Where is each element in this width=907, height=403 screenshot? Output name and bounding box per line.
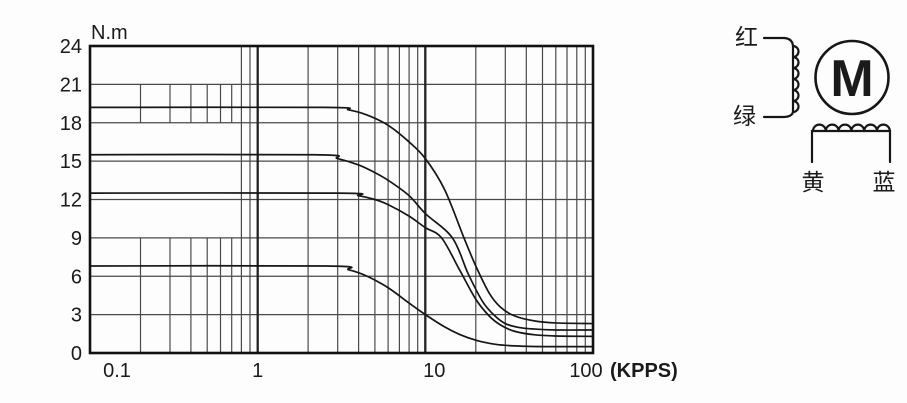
y-tick-label: 21	[60, 74, 82, 96]
winding-b-coil-symbol	[811, 123, 891, 133]
torque-curve-6.8nm	[89, 264, 594, 348]
winding-a-bottom-wire-label: 绿	[733, 103, 756, 129]
y-tick-label: 6	[71, 266, 82, 288]
x-tick-label: 10	[423, 360, 445, 382]
x-axis-unit-label: (KPPS)	[610, 360, 678, 382]
x-tick-label: 0.1	[103, 360, 131, 382]
torque-curve-12.5nm	[89, 192, 594, 338]
x-tick-label: 100	[569, 360, 602, 382]
y-tick-label: 9	[71, 228, 82, 250]
y-tick-label: 18	[60, 113, 82, 135]
winding-a-leads	[762, 36, 795, 119]
torque-curves	[89, 106, 594, 348]
y-tick-label: 15	[60, 151, 82, 173]
y-tick-label: 24	[60, 36, 82, 58]
chart-grid	[88, 44, 595, 355]
motor-symbol-letter: M	[830, 50, 873, 108]
y-tick-label: 0	[71, 343, 82, 365]
torque-curve-19.2nm	[89, 106, 594, 325]
winding-b-right-wire-label: 蓝	[873, 169, 896, 195]
winding-b-left-wire-label: 黄	[802, 169, 825, 195]
y-tick-label: 12	[60, 190, 82, 212]
winding-a-coil-symbol	[791, 44, 800, 114]
axis-labels: 0 3 6 9 12 15 18 21 24 0.1 1 10 100 N.m (KPPS)	[60, 22, 678, 382]
motor-circle-symbol	[814, 39, 890, 116]
winding-a-top-wire-label: 红	[735, 24, 758, 50]
motor-wiring-diagram: 红 绿 M 黄 蓝	[733, 24, 896, 195]
torque-curve-15.5nm	[89, 153, 594, 331]
y-axis-unit-label: N.m	[91, 22, 128, 44]
y-tick-label: 3	[71, 305, 82, 327]
winding-b-leads	[810, 129, 892, 164]
plot-border	[88, 44, 595, 355]
x-tick-label: 1	[252, 360, 263, 382]
